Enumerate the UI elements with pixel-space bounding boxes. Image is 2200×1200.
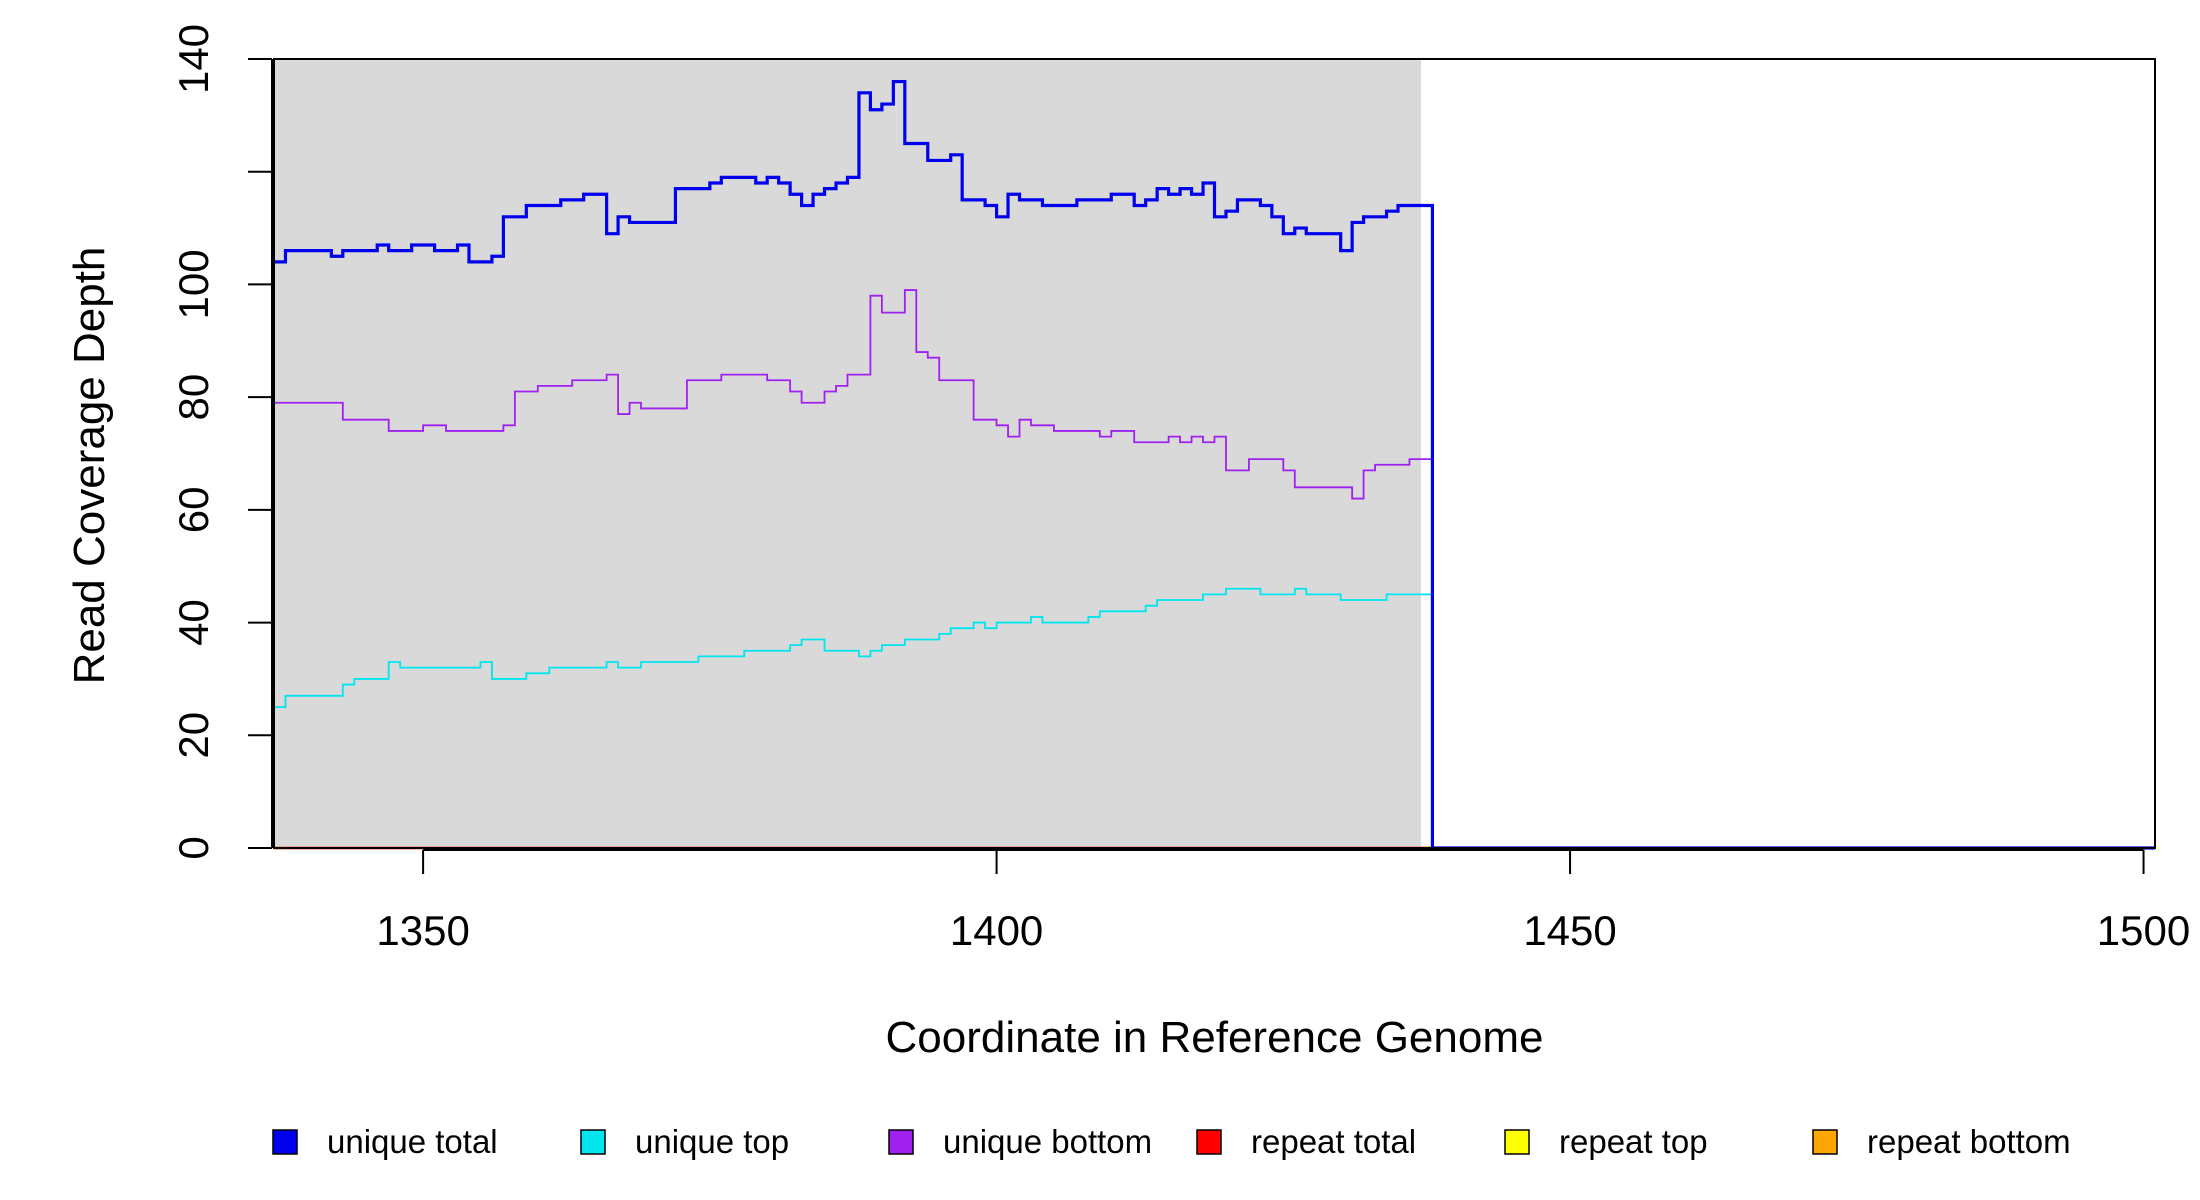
- x-tick-label: 1350: [376, 907, 469, 954]
- y-tick-label: 40: [170, 599, 217, 646]
- series-line-unique-bottom: [274, 289, 2155, 849]
- x-tick-label: 1500: [2097, 907, 2190, 954]
- y-tick-label: 140: [170, 24, 217, 94]
- y-axis: 0 20 40 60 80 100 140: [170, 24, 273, 860]
- legend-label-repeat-total: repeat total: [1251, 1123, 1416, 1160]
- shaded-region: [274, 59, 1421, 848]
- y-tick-label: 60: [170, 486, 217, 533]
- legend: unique total unique top unique bottom repea…: [272, 1123, 2071, 1160]
- legend-swatch-unique-total: [272, 1129, 298, 1155]
- legend-swatch-repeat-top: [1504, 1129, 1530, 1155]
- series-line-unique-top: [274, 587, 2155, 849]
- y-tick-label: 0: [170, 836, 217, 859]
- legend-label-unique-top: unique top: [635, 1123, 789, 1160]
- x-tick-label: 1400: [950, 907, 1043, 954]
- y-tick-label: 80: [170, 374, 217, 421]
- series-line-unique-total: [274, 79, 2155, 850]
- legend-label-repeat-top: repeat top: [1559, 1123, 1708, 1160]
- x-axis: 1350 1400 1450 1500: [376, 849, 2190, 954]
- y-tick-label: 20: [170, 712, 217, 759]
- x-axis-title: Coordinate in Reference Genome: [886, 1013, 1544, 1062]
- legend-swatch-repeat-bottom: [1812, 1129, 1838, 1155]
- plot-region: [273, 58, 2156, 850]
- legend-swatch-unique-bottom: [888, 1129, 914, 1155]
- y-tick-label: 100: [170, 249, 217, 319]
- x-tick-label: 1450: [1523, 907, 1616, 954]
- legend-label-repeat-bottom: repeat bottom: [1867, 1123, 2071, 1160]
- legend-label-unique-bottom: unique bottom: [943, 1123, 1152, 1160]
- legend-swatch-repeat-total: [1196, 1129, 1222, 1155]
- plot-border: [273, 58, 2156, 849]
- legend-label-unique-total: unique total: [327, 1123, 498, 1160]
- y-axis-title: Read Coverage Depth: [65, 247, 114, 685]
- legend-swatch-unique-top: [580, 1129, 606, 1155]
